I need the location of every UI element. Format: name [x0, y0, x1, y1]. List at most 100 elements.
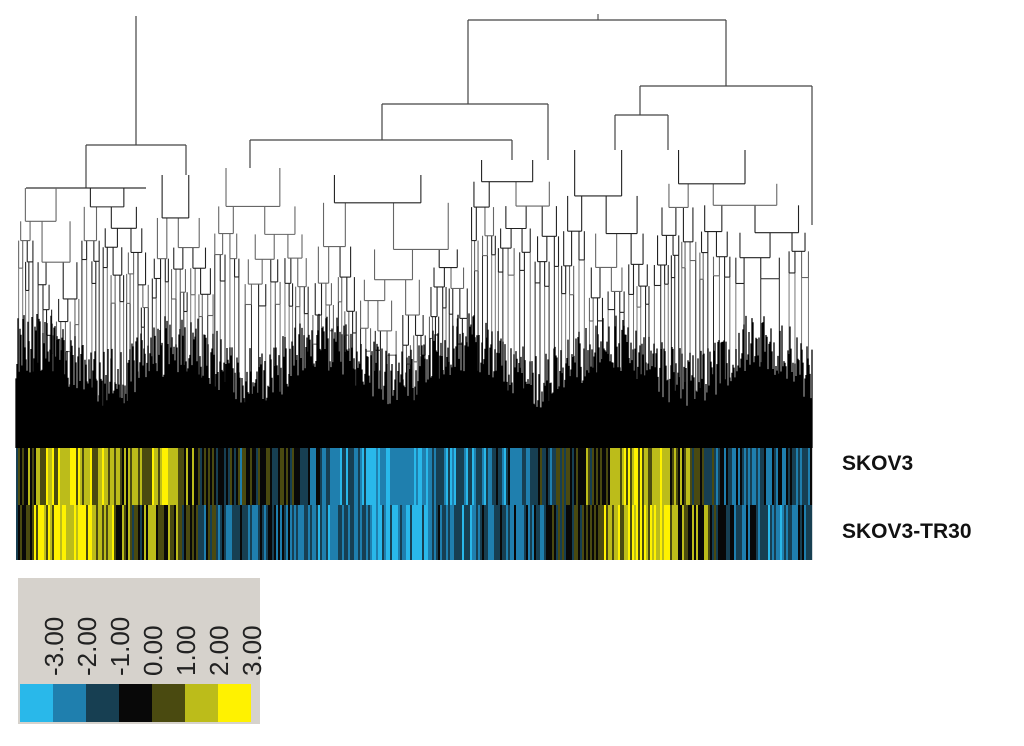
heatmap-cell — [324, 505, 327, 560]
heatmap-cell — [604, 505, 607, 560]
heatmap-cell — [304, 448, 307, 505]
heatmap-cell — [702, 448, 705, 505]
heatmap-cell — [680, 505, 683, 560]
heatmap-cell — [206, 505, 209, 560]
heatmap-cell — [666, 448, 669, 505]
heatmap-cell — [658, 448, 661, 505]
heatmap-cell — [316, 448, 319, 505]
heatmap-cell — [26, 505, 29, 560]
legend-swatch — [119, 684, 152, 722]
heatmap-cell — [618, 448, 621, 505]
heatmap-cell — [634, 505, 637, 560]
heatmap-cell — [740, 505, 743, 560]
heatmap-cell — [688, 505, 691, 560]
heatmap-cell — [674, 448, 677, 505]
heatmap-cell — [150, 448, 153, 505]
heatmap-cell — [88, 505, 91, 560]
heatmap-cell — [604, 448, 607, 505]
heatmap-cell — [798, 448, 801, 505]
heatmap-cell — [310, 505, 313, 560]
heatmap-cell — [646, 505, 649, 560]
heatmap-cell — [658, 505, 661, 560]
heatmap-cell — [514, 505, 517, 560]
heatmap-cell — [334, 448, 337, 505]
heatmap-cell — [776, 505, 779, 560]
heatmap-cell — [496, 505, 499, 560]
heatmap-cell — [720, 505, 723, 560]
heatmap-cell — [792, 448, 795, 505]
heatmap-cell — [686, 505, 689, 560]
expression-heatmap — [16, 448, 813, 560]
heatmap-cell — [182, 505, 185, 560]
heatmap-cell — [272, 448, 275, 505]
heatmap-cell — [370, 448, 373, 505]
heatmap-cell — [460, 505, 463, 560]
heatmap-cell — [518, 505, 521, 560]
heatmap-cell — [140, 448, 143, 505]
heatmap-cell — [146, 448, 149, 505]
heatmap-cell — [256, 448, 259, 505]
heatmap-cell — [638, 448, 641, 505]
heatmap-cell — [810, 505, 813, 560]
heatmap-cell — [436, 505, 439, 560]
heatmap-cell — [770, 505, 773, 560]
heatmap-cell — [730, 505, 733, 560]
heatmap-cell — [706, 448, 709, 505]
heatmap-cell — [772, 448, 775, 505]
heatmap-cell — [382, 505, 385, 560]
heatmap-cell — [308, 505, 311, 560]
heatmap-cell — [42, 448, 45, 505]
heatmap-cell — [438, 448, 441, 505]
heatmap-cell — [440, 448, 443, 505]
heatmap-cell — [602, 505, 605, 560]
heatmap-cell — [368, 448, 371, 505]
heatmap-cell — [570, 448, 573, 505]
heatmap-cell — [364, 505, 367, 560]
heatmap-cell — [156, 505, 159, 560]
heatmap-cell — [492, 505, 495, 560]
heatmap-cell — [678, 448, 681, 505]
heatmap-cell — [280, 505, 283, 560]
heatmap-cell — [608, 505, 611, 560]
heatmap-cell — [282, 448, 285, 505]
heatmap-cell — [500, 448, 503, 505]
heatmap-cell — [176, 505, 179, 560]
heatmap-cell — [728, 505, 731, 560]
heatmap-cell — [662, 448, 665, 505]
heatmap-cell — [166, 448, 169, 505]
heatmap-cell — [572, 448, 575, 505]
heatmap-cell — [334, 505, 337, 560]
heatmap-cell — [114, 448, 117, 505]
heatmap-cell — [342, 505, 345, 560]
heatmap-cell — [636, 505, 639, 560]
heatmap-cell — [796, 505, 799, 560]
heatmap-cell — [84, 505, 87, 560]
heatmap-cell — [578, 448, 581, 505]
heatmap-cell — [670, 448, 673, 505]
heatmap-cell — [252, 505, 255, 560]
heatmap-cell — [120, 448, 123, 505]
heatmap-cell — [738, 505, 741, 560]
heatmap-cell — [788, 448, 791, 505]
heatmap-cell — [44, 448, 47, 505]
heatmap-cell — [564, 505, 567, 560]
heatmap-cell — [374, 448, 377, 505]
heatmap-cell — [76, 448, 79, 505]
heatmap-cell — [598, 505, 601, 560]
heatmap-cell — [104, 448, 107, 505]
heatmap-cell — [278, 448, 281, 505]
heatmap-cell — [314, 505, 317, 560]
legend-tick-labels: -3.00 -2.00 -1.00 0.00 1.00 2.00 3.00 — [18, 578, 267, 682]
heatmap-cell — [634, 448, 637, 505]
heatmap-cell — [58, 505, 61, 560]
heatmap-cell — [802, 505, 805, 560]
heatmap-cell — [504, 505, 507, 560]
heatmap-cell — [272, 505, 275, 560]
heatmap-cell — [80, 505, 83, 560]
heatmap-cell — [546, 448, 549, 505]
heatmap-cell — [750, 505, 753, 560]
heatmap-cell — [754, 505, 757, 560]
heatmap-cell — [418, 505, 421, 560]
heatmap-cell — [740, 448, 743, 505]
